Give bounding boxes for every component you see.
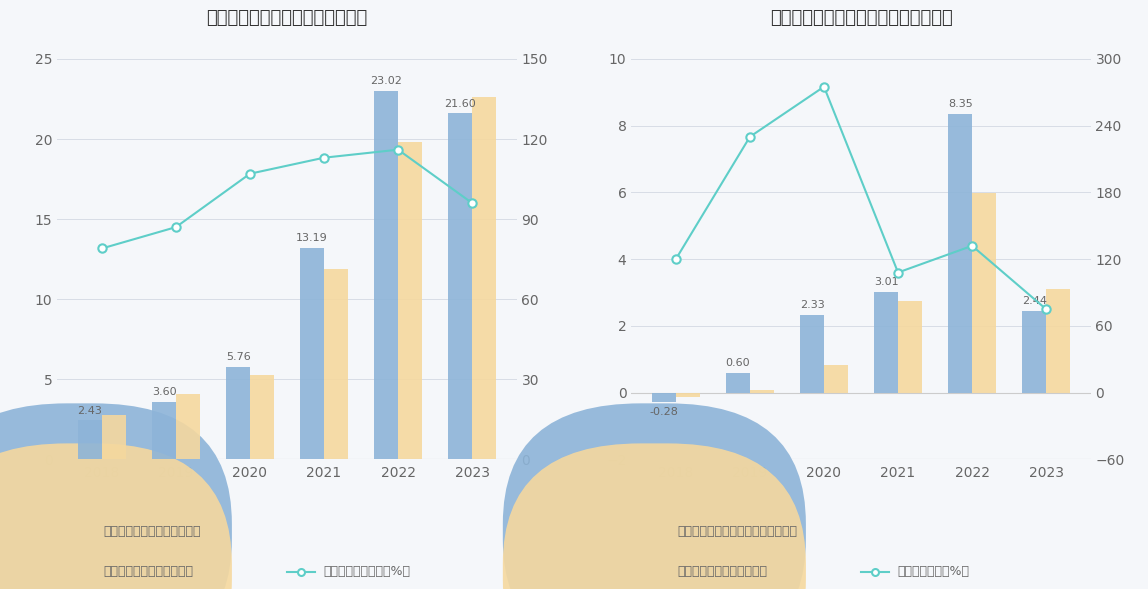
Text: 左轴：归母净利润（亿元）: 左轴：归母净利润（亿元）	[677, 565, 767, 578]
Text: 2.44: 2.44	[1022, 296, 1047, 306]
Bar	[727, 373, 750, 393]
Bar	[676, 393, 699, 396]
Text: 左轴：营业总收入（亿元）: 左轴：营业总收入（亿元）	[103, 565, 193, 578]
Text: 历年经营现金流净额、归母净利润情况: 历年经营现金流净额、归母净利润情况	[769, 9, 953, 27]
Text: 2.43: 2.43	[78, 406, 102, 416]
Text: 右轴：营收现金比（%）: 右轴：营收现金比（%）	[324, 565, 411, 578]
Bar	[1046, 289, 1070, 393]
FancyBboxPatch shape	[503, 403, 806, 589]
Bar	[398, 142, 421, 459]
Text: 8.35: 8.35	[948, 99, 972, 109]
Bar	[948, 114, 972, 393]
Text: 23.02: 23.02	[371, 76, 402, 86]
Text: 2.33: 2.33	[800, 300, 824, 310]
FancyBboxPatch shape	[503, 444, 806, 589]
Bar	[898, 301, 922, 393]
Bar	[800, 315, 824, 393]
Text: 13.19: 13.19	[296, 233, 328, 243]
Bar	[750, 390, 774, 393]
Bar	[652, 393, 676, 402]
Bar	[374, 91, 398, 459]
Bar	[78, 421, 102, 459]
Text: 3.01: 3.01	[874, 277, 899, 287]
Text: 21.60: 21.60	[444, 98, 476, 108]
Bar	[1023, 311, 1046, 393]
Bar	[875, 292, 898, 393]
Text: 0.60: 0.60	[726, 358, 751, 368]
Text: 历年经营现金流入、营业收入情况: 历年经营现金流入、营业收入情况	[207, 9, 367, 27]
Text: 3.60: 3.60	[152, 387, 177, 397]
Bar	[301, 248, 324, 459]
Text: 右轴：净现比（%）: 右轴：净现比（%）	[898, 565, 970, 578]
Text: 5.76: 5.76	[226, 352, 250, 362]
Bar	[324, 269, 348, 459]
Bar	[449, 113, 472, 459]
Bar	[250, 375, 273, 459]
Text: 左轴：经营现金流入（亿元）: 左轴：经营现金流入（亿元）	[103, 525, 201, 538]
Bar	[176, 393, 200, 459]
Bar	[102, 415, 125, 459]
Bar	[972, 193, 995, 393]
Text: -0.28: -0.28	[650, 407, 678, 417]
Bar	[226, 367, 250, 459]
FancyBboxPatch shape	[0, 403, 232, 589]
Bar	[824, 365, 847, 393]
Text: 左轴：经营活动现金流净额（亿元）: 左轴：经营活动现金流净额（亿元）	[677, 525, 798, 538]
Bar	[472, 97, 496, 459]
Bar	[153, 402, 176, 459]
FancyBboxPatch shape	[0, 444, 232, 589]
